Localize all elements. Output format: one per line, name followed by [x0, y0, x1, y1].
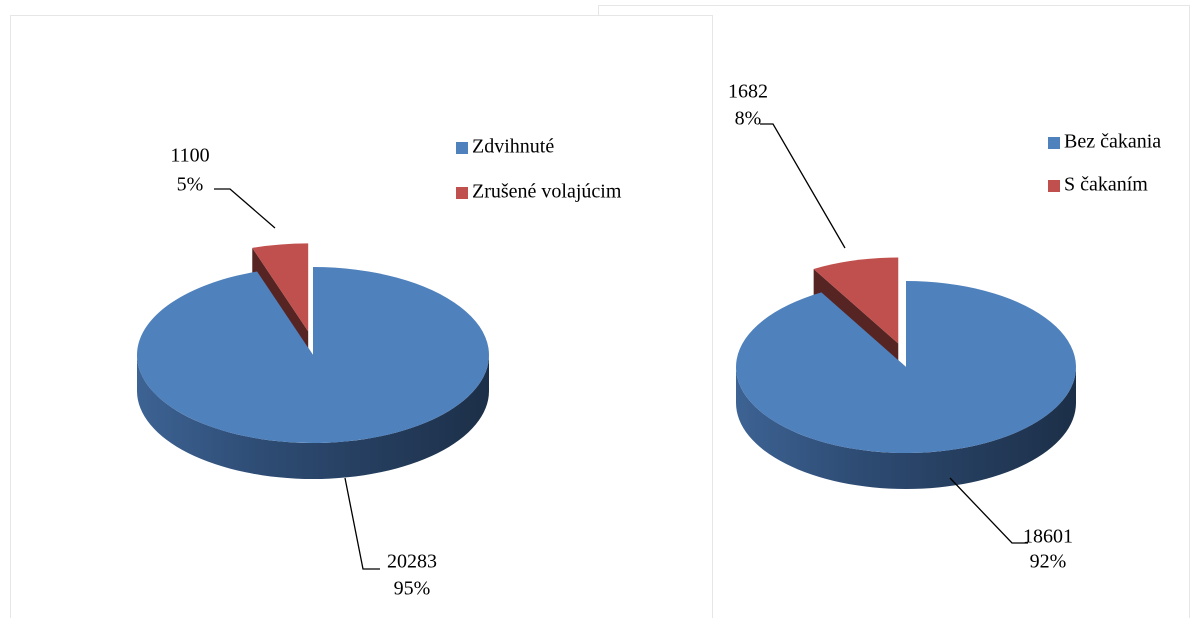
slice	[813, 257, 899, 344]
legend-label: S čakaním	[1064, 174, 1148, 196]
data-label: 1100	[170, 145, 209, 167]
legend-label: Bez čakania	[1064, 131, 1161, 153]
legend-swatch	[456, 187, 468, 199]
data-label: 5%	[177, 174, 204, 196]
leader-line	[214, 188, 276, 229]
data-label: 95%	[394, 578, 431, 600]
data-label: 20283	[387, 551, 437, 573]
slice	[137, 267, 490, 443]
slice	[736, 281, 1077, 453]
legend-label: Zrušené volajúcim	[472, 181, 622, 203]
legend-swatch	[456, 142, 468, 154]
slice-side	[137, 355, 489, 479]
leader-line	[760, 123, 846, 249]
data-label: 8%	[735, 108, 762, 130]
data-label: 92%	[1030, 551, 1067, 573]
data-label: 1682	[728, 81, 768, 103]
leader-line	[949, 477, 1028, 544]
leader-line	[344, 477, 380, 570]
legend-swatch	[1048, 137, 1060, 149]
slice	[252, 243, 309, 332]
data-label: 18601	[1023, 526, 1073, 548]
legend-swatch	[1048, 180, 1060, 192]
slice-side	[736, 367, 1076, 489]
legend-label: Zdvihnuté	[472, 136, 554, 158]
